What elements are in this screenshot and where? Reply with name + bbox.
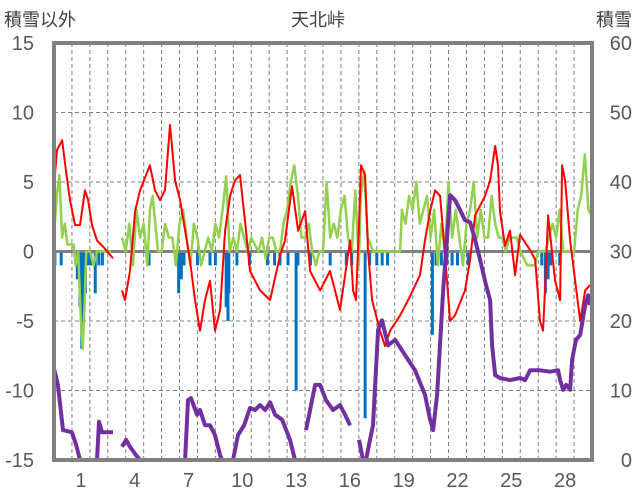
left-tick-label: -5 [16,311,34,333]
right-axis-title: 積雪 [596,10,632,31]
right-tick-label: 60 [610,33,632,55]
x-tick-label: 13 [285,470,307,492]
blue-bar [273,251,277,266]
right-tick-label: 0 [621,450,632,472]
blue-bar [182,251,186,266]
right-tick-label: 10 [610,381,632,403]
chart-title: 天北峠 [291,10,345,31]
blue-bar [93,251,97,294]
plot-border [52,41,594,462]
blue-bar [363,251,367,419]
blue-bar [97,251,101,266]
blue-bar [100,251,104,266]
blue-bar [375,251,379,266]
blue-bar [195,251,199,266]
blue-bar [386,251,390,266]
left-tick-label: 15 [12,33,34,55]
right-tick-label: 30 [610,242,632,264]
blue-bar [265,251,269,266]
green-series-line [120,152,594,267]
purple-series-line [52,367,113,462]
blue-bar [456,251,459,266]
left-axis-title: 積雪以外 [4,10,76,31]
x-tick-label: 1 [75,470,86,492]
x-tick-label: 19 [393,470,415,492]
x-tick-label: 7 [183,470,194,492]
right-tick-label: 20 [610,311,632,333]
blue-bar [80,251,84,349]
blue-bar [450,251,454,266]
left-tick-label: 0 [23,242,34,264]
blue-bar [224,251,228,308]
x-tick-label: 4 [129,470,140,492]
blue-bar [546,251,550,280]
axis-ticks: 15 60 10 50 5 40 0 30 -5 20 -10 10 -15 0 1 4 7 10 13 16 19 22… [5,33,632,492]
blue-bar [344,251,348,266]
blue-bar [296,251,300,266]
blue-bar [294,251,298,391]
blue-bar [86,251,90,266]
purple-series-line [304,382,352,431]
blue-bar [434,251,438,266]
blue-bar [59,251,63,266]
red-series-line [121,124,591,347]
blue-bar [540,251,544,266]
red-series-line [53,139,114,260]
left-tick-label: -10 [5,381,34,403]
left-tick-label: 10 [12,103,34,125]
purple-series-line [357,193,592,462]
blue-bar [308,251,312,266]
x-tick-label: 16 [339,470,361,492]
blue-bar [227,251,231,294]
blue-bar [380,251,384,266]
blue-bar [286,251,290,266]
right-tick-label: 40 [610,172,632,194]
x-tick-label: 25 [500,470,522,492]
x-tick-label: 28 [554,470,576,492]
blue-bar [328,251,332,266]
blue-bar [177,251,181,294]
blue-bar [147,251,151,266]
green-series-line [52,173,112,351]
purple-series-line [120,396,304,462]
blue-bar [208,251,212,266]
right-tick-label: 50 [610,103,632,125]
left-tick-label: 5 [23,172,34,194]
blue-bar [75,251,79,280]
blue-bar [430,251,434,335]
blue-bar [82,251,86,321]
left-tick-label: -15 [5,450,34,472]
x-tick-label: 22 [446,470,468,492]
blue-bar [466,251,470,266]
blue-bar [549,251,553,266]
blue-bar [235,251,239,266]
blue-bar [213,251,217,266]
x-tick-label: 10 [231,470,253,492]
blue-bar [439,251,443,266]
blue-bar [179,251,183,280]
